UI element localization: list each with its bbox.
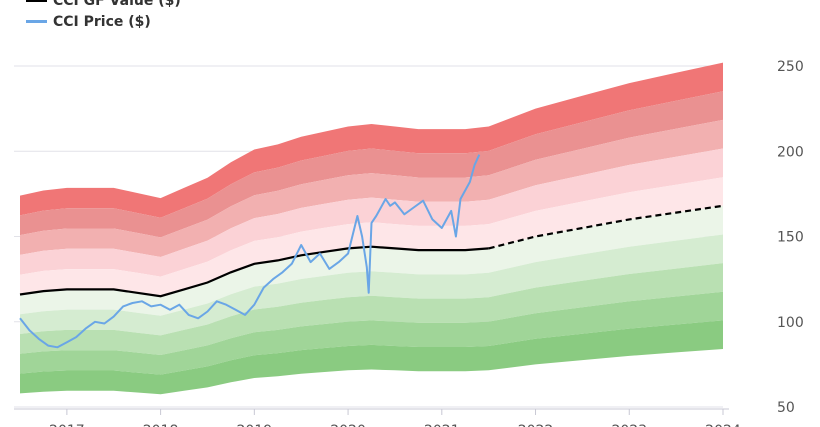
legend-item-gf-value[interactable]: CCI GF Value ($) [26,0,181,11]
legend-item-price[interactable]: CCI Price ($) [26,11,181,32]
gf-value-projection-line [488,204,724,250]
legend-label-gf-value: CCI GF Value ($) [53,0,181,9]
value-band-9 [20,320,723,395]
x-tick-label-2023: 2023 [611,423,647,427]
y-tick-label-200: 200 [777,144,804,160]
value-band-7 [20,263,723,355]
axes: 250 200 150 100 50 2017 2018 2019 2020 2021 2022 20… [14,59,804,427]
legend-swatch-gf-value [26,0,47,2]
y-tick-label-50: 50 [777,400,795,416]
x-tick-label-2017: 2017 [49,423,85,427]
y-tick-label-150: 150 [777,230,804,246]
value-band-3 [20,148,723,277]
series-lines [19,154,724,349]
value-band-8 [20,291,723,375]
y-tick-label-100: 100 [777,315,804,331]
value-band-2 [20,119,723,258]
value-band-6 [20,234,723,336]
x-tick-label-2018: 2018 [143,423,179,427]
value-band-1 [20,91,723,238]
value-band-0 [20,62,723,218]
price-line [19,154,481,349]
y-tick-label-250: 250 [777,59,804,75]
chart-legend: CCI GF Value ($) CCI Price ($) [26,0,181,32]
x-tick-label-2021: 2021 [424,423,460,427]
gf-value-line [19,245,489,298]
x-tick-label-2019: 2019 [237,423,273,427]
value-bands [20,62,723,395]
x-tick-label-2024: 2024 [705,423,741,427]
value-band-5 [20,205,723,316]
x-tick-label-2022: 2022 [518,423,554,427]
legend-swatch-price [26,20,47,23]
x-tick-label-2020: 2020 [330,423,366,427]
legend-label-price: CCI Price ($) [53,13,151,30]
